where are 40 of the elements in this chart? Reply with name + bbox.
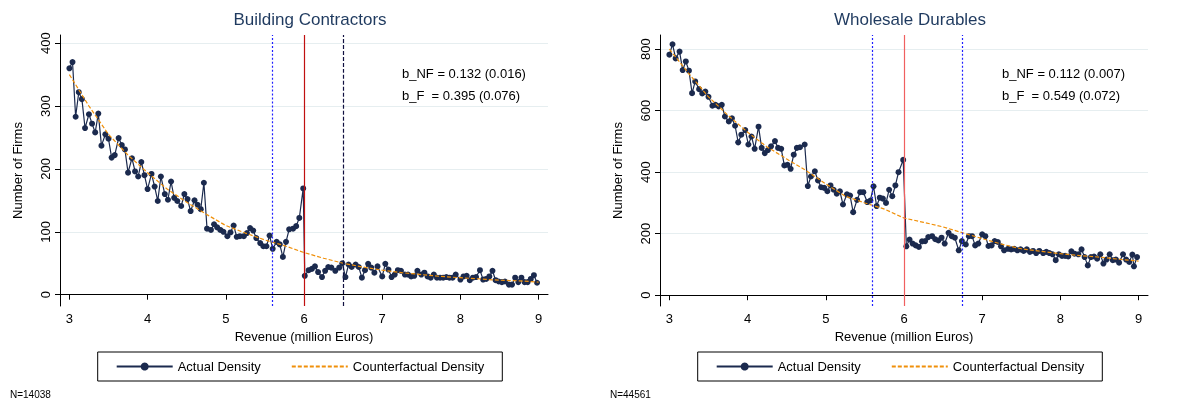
x-tick-label: 8 [456, 311, 465, 326]
legend-label: Actual Density [177, 359, 262, 374]
y-tick-label: 300 [38, 95, 53, 117]
chart-title: Building Contractors [233, 10, 387, 29]
x-tick-label: 7 [378, 311, 386, 326]
x-tick-label: 4 [143, 311, 152, 326]
annotation: b_F = 0.395 (0.076) [402, 88, 521, 103]
x-axis-title: Revenue (million Euros) [834, 328, 974, 344]
x-tick-label: 6 [300, 311, 308, 326]
x-axis-title: Revenue (million Euros) [234, 328, 374, 344]
annotation: b_NF = 0.112 (0.007) [1002, 66, 1125, 81]
y-tick-label: 400 [638, 161, 653, 184]
x-tick-label: 7 [978, 311, 986, 326]
x-tick-label: 9 [535, 311, 543, 326]
legend-label: Actual Density [777, 359, 862, 374]
y-tick-label: 200 [638, 222, 653, 245]
y-tick-label: 400 [38, 32, 53, 55]
y-tick-label: 100 [38, 220, 53, 243]
text: N=14038 [10, 388, 52, 400]
x-tick-label: 5 [222, 311, 230, 326]
x-tick-label: 3 [665, 311, 673, 326]
text: N=44561 [610, 388, 652, 400]
annotation: b_NF = 0.132 (0.016) [402, 66, 526, 81]
x-tick-label: 3 [65, 311, 73, 326]
y-axis-title: Number of Firms [10, 121, 25, 219]
y-tick-label: 600 [638, 99, 653, 122]
y-tick-label: 800 [638, 38, 653, 60]
y-tick-label: 0 [38, 291, 53, 299]
x-tick-label: 4 [743, 311, 752, 326]
x-tick-label: 5 [822, 311, 830, 326]
x-tick-label: 8 [1056, 311, 1065, 326]
y-tick-label: 200 [38, 158, 53, 180]
legend-label: Counterfactual Density [352, 359, 485, 374]
y-axis-title: Number of Firms [610, 121, 625, 219]
y-tick-label: 0 [638, 291, 653, 299]
annotation: b_F = 0.549 (0.072) [1002, 88, 1121, 103]
x-tick-label: 6 [900, 311, 908, 326]
legend-label: Counterfactual Density [952, 359, 1085, 374]
chart-title: Wholesale Durables [833, 10, 987, 29]
x-tick-label: 9 [1135, 311, 1143, 326]
